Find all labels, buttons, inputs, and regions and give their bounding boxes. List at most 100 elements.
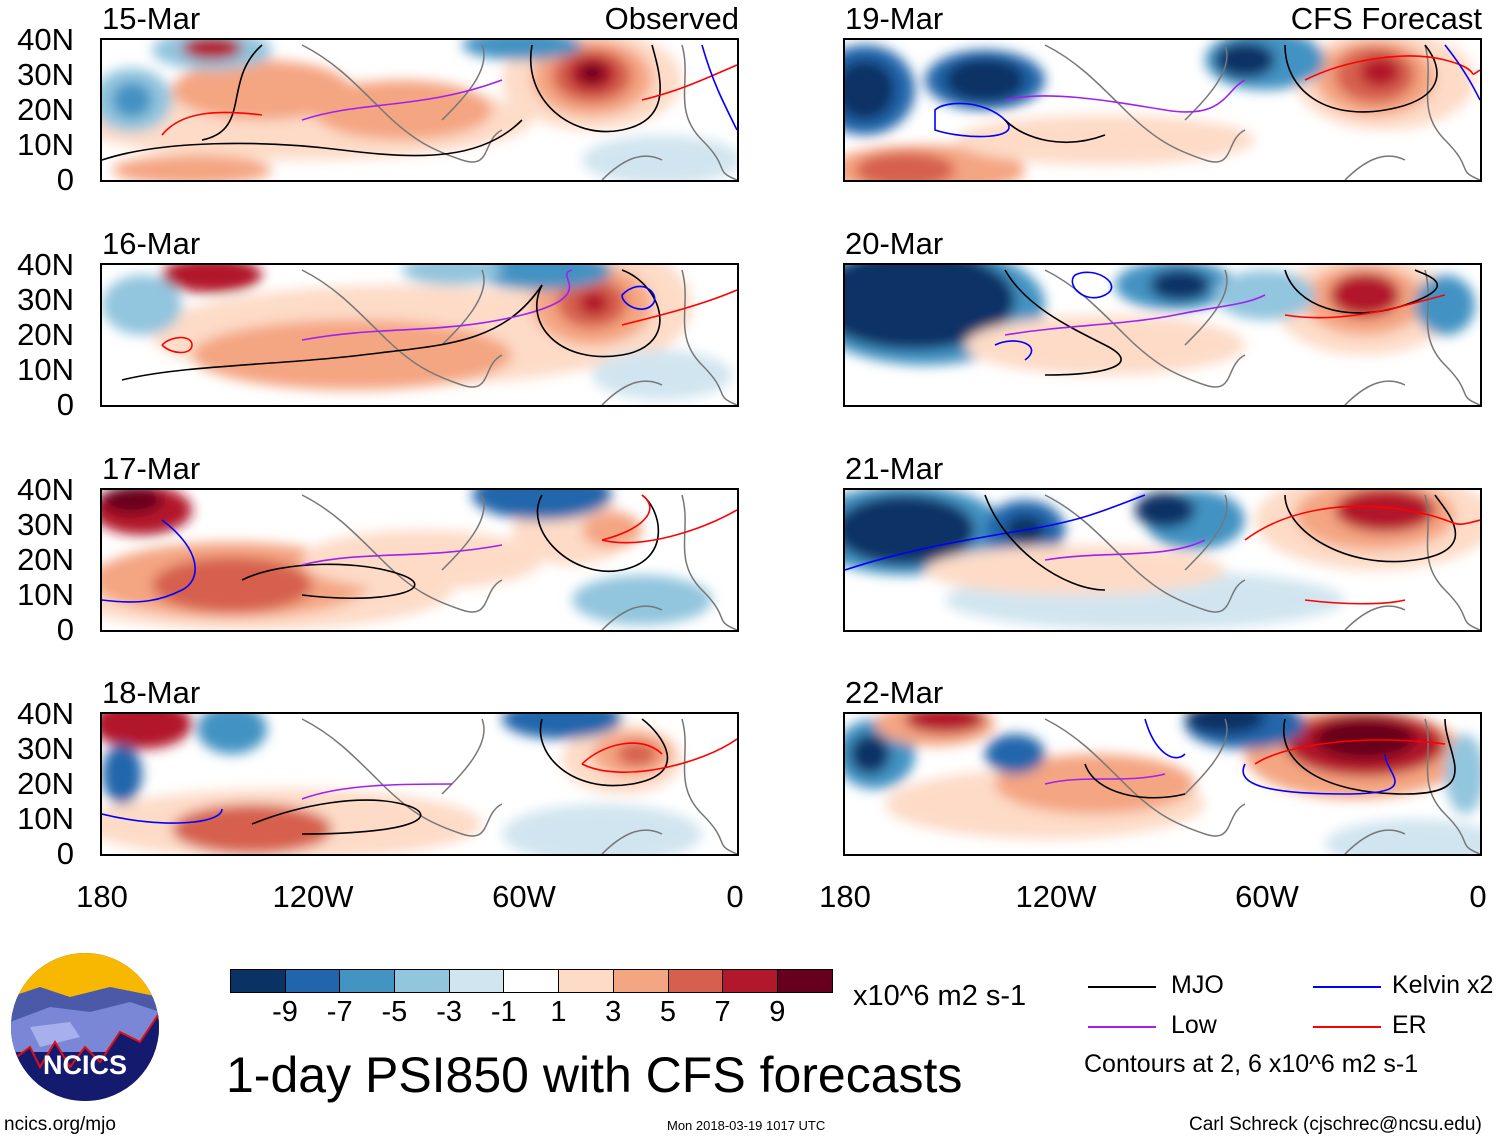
- field-anomaly: [582, 512, 642, 548]
- contour-p: [301, 79, 503, 121]
- y-tick-label: 40N: [17, 22, 74, 57]
- y-tick-label: 20N: [17, 766, 74, 801]
- y-tick-label: 20N: [17, 317, 74, 352]
- contour-p: [1044, 773, 1166, 785]
- field-anomaly: [572, 575, 712, 625]
- contour-k: [1282, 718, 1456, 795]
- field-anomaly: [1335, 490, 1435, 532]
- panel-date: 22-Mar: [845, 675, 944, 710]
- contour-b: [845, 494, 1146, 571]
- y-tick-label: 30N: [17, 507, 74, 542]
- y-tick-label: 30N: [17, 57, 74, 92]
- map-panel-22-mar: [843, 712, 1482, 856]
- contour-r: [161, 111, 263, 136]
- field-anomaly: [855, 152, 955, 180]
- legend-kelvin-line: [1313, 986, 1381, 988]
- field-anomaly: [1185, 714, 1265, 734]
- field-anomaly: [925, 545, 1225, 595]
- colorbar-tick-label: 7: [714, 996, 731, 1028]
- field-anomaly: [172, 804, 332, 854]
- contour-b: [102, 519, 196, 603]
- field-anomaly: [955, 115, 1255, 165]
- map-panel-17-mar: [100, 488, 739, 632]
- field-anomaly: [1150, 269, 1210, 301]
- coastline: [1044, 718, 1480, 854]
- x-tick-label: 60W: [492, 879, 556, 914]
- y-tick-label: 40N: [17, 696, 74, 731]
- panel-date: 21-Mar: [845, 451, 944, 486]
- colorbar-tick-label: 5: [659, 996, 676, 1028]
- field-anomaly: [1330, 273, 1400, 317]
- coastline: [301, 718, 737, 854]
- field-anomaly: [1360, 57, 1400, 87]
- colorbar-tick-label: 9: [769, 996, 786, 1028]
- contour-k: [539, 718, 669, 787]
- contour-r: [641, 64, 737, 101]
- legend-low-line: [1088, 1026, 1156, 1028]
- colorbar-swatch: [723, 970, 778, 992]
- colorbar-swatch: [504, 970, 560, 992]
- map-panel-15-mar: [100, 38, 739, 182]
- contour-k: [201, 44, 263, 141]
- field-anomaly: [1415, 275, 1475, 335]
- contour-k: [1004, 269, 1122, 376]
- field-anomaly: [995, 754, 1195, 814]
- x-tick-label: 120W: [272, 879, 354, 914]
- field-anomaly: [197, 714, 267, 754]
- field-anomaly: [1325, 819, 1480, 854]
- y-tick-label: 40N: [17, 472, 74, 507]
- map-panel-20-mar: [843, 263, 1482, 407]
- field-anomaly: [845, 265, 1015, 350]
- y-tick-label: 0: [56, 387, 74, 422]
- contour-r: [581, 742, 663, 765]
- contour-r: [581, 738, 737, 773]
- map-panel-21-mar: [843, 488, 1482, 632]
- field-anomaly: [102, 714, 192, 749]
- contour-b: [621, 285, 656, 310]
- colorbar-tick-label: -3: [436, 996, 462, 1028]
- field-anomaly: [102, 275, 182, 335]
- x-tick-label: 0: [1469, 879, 1487, 914]
- contour-p: [1004, 79, 1246, 113]
- colorbar-tick-label: -5: [381, 996, 408, 1028]
- map-panel-18-mar: [100, 712, 739, 856]
- field-anomaly: [845, 60, 895, 120]
- figure-title: 1-day PSI850 with CFS forecasts: [226, 1047, 963, 1103]
- field-anomaly: [182, 40, 242, 60]
- field-anomaly: [472, 490, 612, 520]
- colorbar: [230, 969, 833, 993]
- field-anomaly: [102, 490, 162, 514]
- coastline: [1044, 269, 1480, 405]
- colorbar-swatch: [285, 970, 341, 992]
- legend-kelvin-label: Kelvin x2: [1392, 971, 1494, 999]
- field-anomaly: [112, 155, 272, 180]
- contour-b: [1444, 44, 1480, 101]
- footer-url[interactable]: ncics.org/mjo: [4, 1114, 116, 1135]
- contour-k: [102, 119, 523, 161]
- field-anomaly: [850, 734, 890, 774]
- field-anomaly: [102, 744, 142, 804]
- contour-k: [536, 494, 660, 573]
- y-tick-label: 0: [56, 836, 74, 871]
- y-tick-label: 30N: [17, 731, 74, 766]
- contour-r: [1284, 294, 1446, 319]
- contour-b: [1144, 718, 1186, 759]
- field-anomaly: [1135, 492, 1195, 528]
- contours-note: Contours at 2, 6 x10^6 m2 s-1: [1084, 1050, 1419, 1078]
- colorbar-swatch: [395, 970, 450, 992]
- contour-k: [984, 494, 1106, 591]
- contour-k: [241, 563, 416, 600]
- field-anomaly: [582, 135, 737, 180]
- colorbar-swatch: [613, 970, 669, 992]
- field-anomaly: [580, 64, 604, 82]
- panel-date: 20-Mar: [845, 226, 944, 261]
- field-anomaly: [502, 804, 702, 854]
- x-tick-label: 180: [819, 879, 871, 914]
- logo-text: NCICS: [43, 1050, 127, 1080]
- contour-r: [601, 509, 737, 544]
- contour-p: [301, 544, 503, 566]
- coastline: [1044, 494, 1480, 630]
- legend-low-label: Low: [1171, 1011, 1217, 1039]
- colorbar-swatch: [449, 970, 505, 992]
- footer-timestamp: Mon 2018-03-19 1017 UTC: [667, 1118, 826, 1133]
